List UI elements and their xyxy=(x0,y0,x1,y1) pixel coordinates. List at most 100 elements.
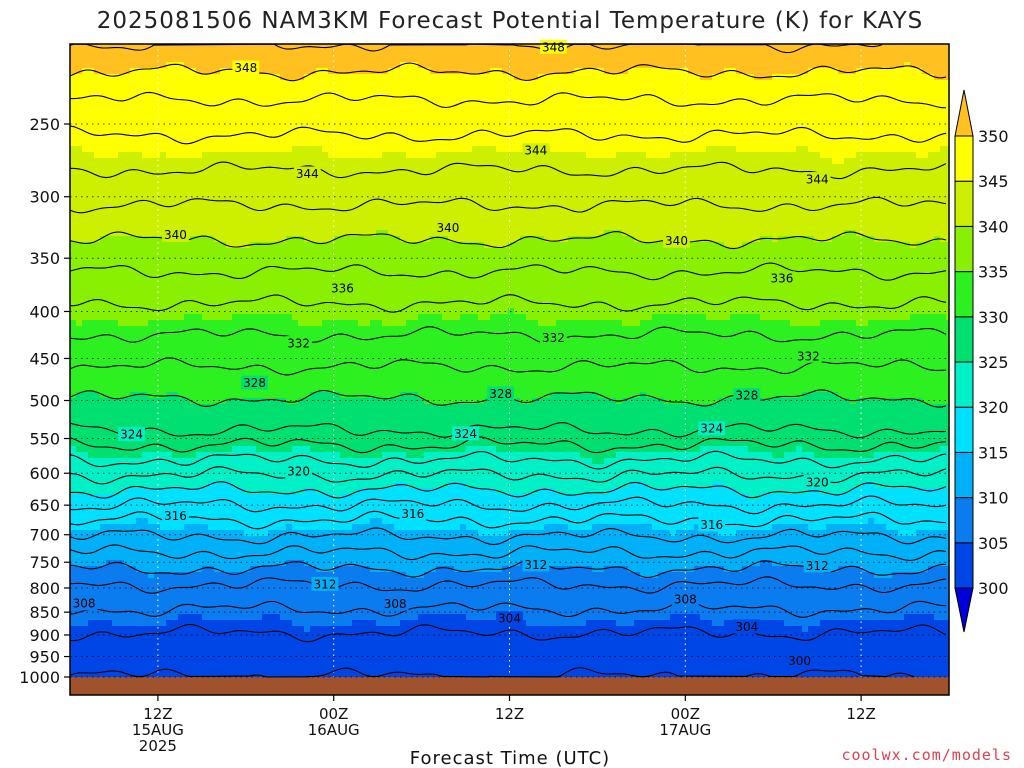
field-cell xyxy=(94,128,101,135)
field-cell xyxy=(760,146,767,153)
field-cell xyxy=(190,176,197,183)
field-cell xyxy=(790,206,797,213)
field-cell xyxy=(334,152,341,159)
field-cell xyxy=(226,242,233,249)
field-cell xyxy=(730,74,737,81)
field-cell xyxy=(118,86,125,93)
field-cell xyxy=(934,122,941,129)
field-cell xyxy=(226,116,233,123)
field-cell xyxy=(784,50,791,57)
field-cell xyxy=(838,224,845,231)
field-cell xyxy=(412,74,419,81)
field-cell xyxy=(778,218,785,225)
field-cell xyxy=(748,80,755,87)
field-cell xyxy=(568,182,575,189)
field-cell xyxy=(796,68,803,75)
field-cell xyxy=(850,128,857,135)
field-cell xyxy=(496,104,503,111)
field-cell xyxy=(316,158,323,165)
field-cell xyxy=(814,194,821,201)
field-cell xyxy=(148,164,155,171)
field-cell xyxy=(148,176,155,183)
field-cell xyxy=(238,146,245,153)
field-cell xyxy=(916,146,923,153)
field-cell xyxy=(790,98,797,105)
field-cell xyxy=(904,146,911,153)
field-cell xyxy=(712,44,719,51)
field-cell xyxy=(466,152,473,159)
field-cell xyxy=(376,182,383,189)
field-cell xyxy=(412,146,419,153)
field-cell xyxy=(142,236,149,243)
field-cell xyxy=(412,122,419,129)
field-cell xyxy=(784,200,791,207)
field-cell xyxy=(652,62,659,69)
field-cell xyxy=(544,122,551,129)
field-cell xyxy=(532,188,539,195)
field-cell xyxy=(754,104,761,111)
field-cell xyxy=(484,92,491,99)
field-cell xyxy=(586,116,593,123)
field-cell xyxy=(880,224,887,231)
field-cell xyxy=(430,56,437,63)
field-cell xyxy=(526,212,533,219)
field-cell xyxy=(334,218,341,225)
field-cell xyxy=(526,158,533,165)
field-cell xyxy=(136,164,143,171)
field-cell xyxy=(892,104,899,111)
field-cell xyxy=(826,218,833,225)
field-cell xyxy=(418,152,425,159)
field-cell xyxy=(718,86,725,93)
field-cell xyxy=(568,206,575,213)
field-cell xyxy=(562,200,569,207)
field-cell xyxy=(472,86,479,93)
field-cell xyxy=(682,50,689,57)
field-cell xyxy=(862,158,869,165)
field-cell xyxy=(346,104,353,111)
field-cell xyxy=(310,212,317,219)
field-cell xyxy=(400,110,407,117)
field-cell xyxy=(148,104,155,111)
field-cell xyxy=(724,170,731,177)
field-cell xyxy=(652,206,659,213)
field-cell xyxy=(838,194,845,201)
field-cell xyxy=(922,140,929,147)
field-cell xyxy=(118,188,125,195)
field-cell xyxy=(514,116,521,123)
field-cell xyxy=(508,188,515,195)
field-cell xyxy=(160,92,167,99)
field-cell xyxy=(82,62,89,69)
field-cell xyxy=(790,80,797,87)
field-cell xyxy=(682,44,689,51)
field-cell xyxy=(100,128,107,135)
field-cell xyxy=(202,164,209,171)
field-cell xyxy=(520,182,527,189)
field-cell xyxy=(718,224,725,231)
field-cell xyxy=(88,206,95,213)
field-cell xyxy=(778,50,785,57)
field-cell xyxy=(898,224,905,231)
field-cell xyxy=(598,224,605,231)
field-cell xyxy=(802,122,809,129)
field-cell xyxy=(244,128,251,135)
field-cell xyxy=(874,242,881,249)
field-cell xyxy=(88,86,95,93)
field-cell xyxy=(418,80,425,87)
field-cell xyxy=(112,158,119,165)
field-cell xyxy=(376,86,383,93)
field-cell xyxy=(124,146,131,153)
field-cell xyxy=(322,146,329,153)
field-cell xyxy=(202,98,209,105)
field-cell xyxy=(142,134,149,141)
field-cell xyxy=(94,116,101,123)
field-cell xyxy=(208,98,215,105)
field-cell xyxy=(256,224,263,231)
field-cell xyxy=(634,68,641,75)
field-cell xyxy=(178,128,185,135)
field-cell xyxy=(352,50,359,57)
field-cell xyxy=(346,56,353,63)
field-cell xyxy=(214,200,221,207)
field-cell xyxy=(376,74,383,81)
field-cell xyxy=(256,50,263,57)
field-cell xyxy=(340,176,347,183)
